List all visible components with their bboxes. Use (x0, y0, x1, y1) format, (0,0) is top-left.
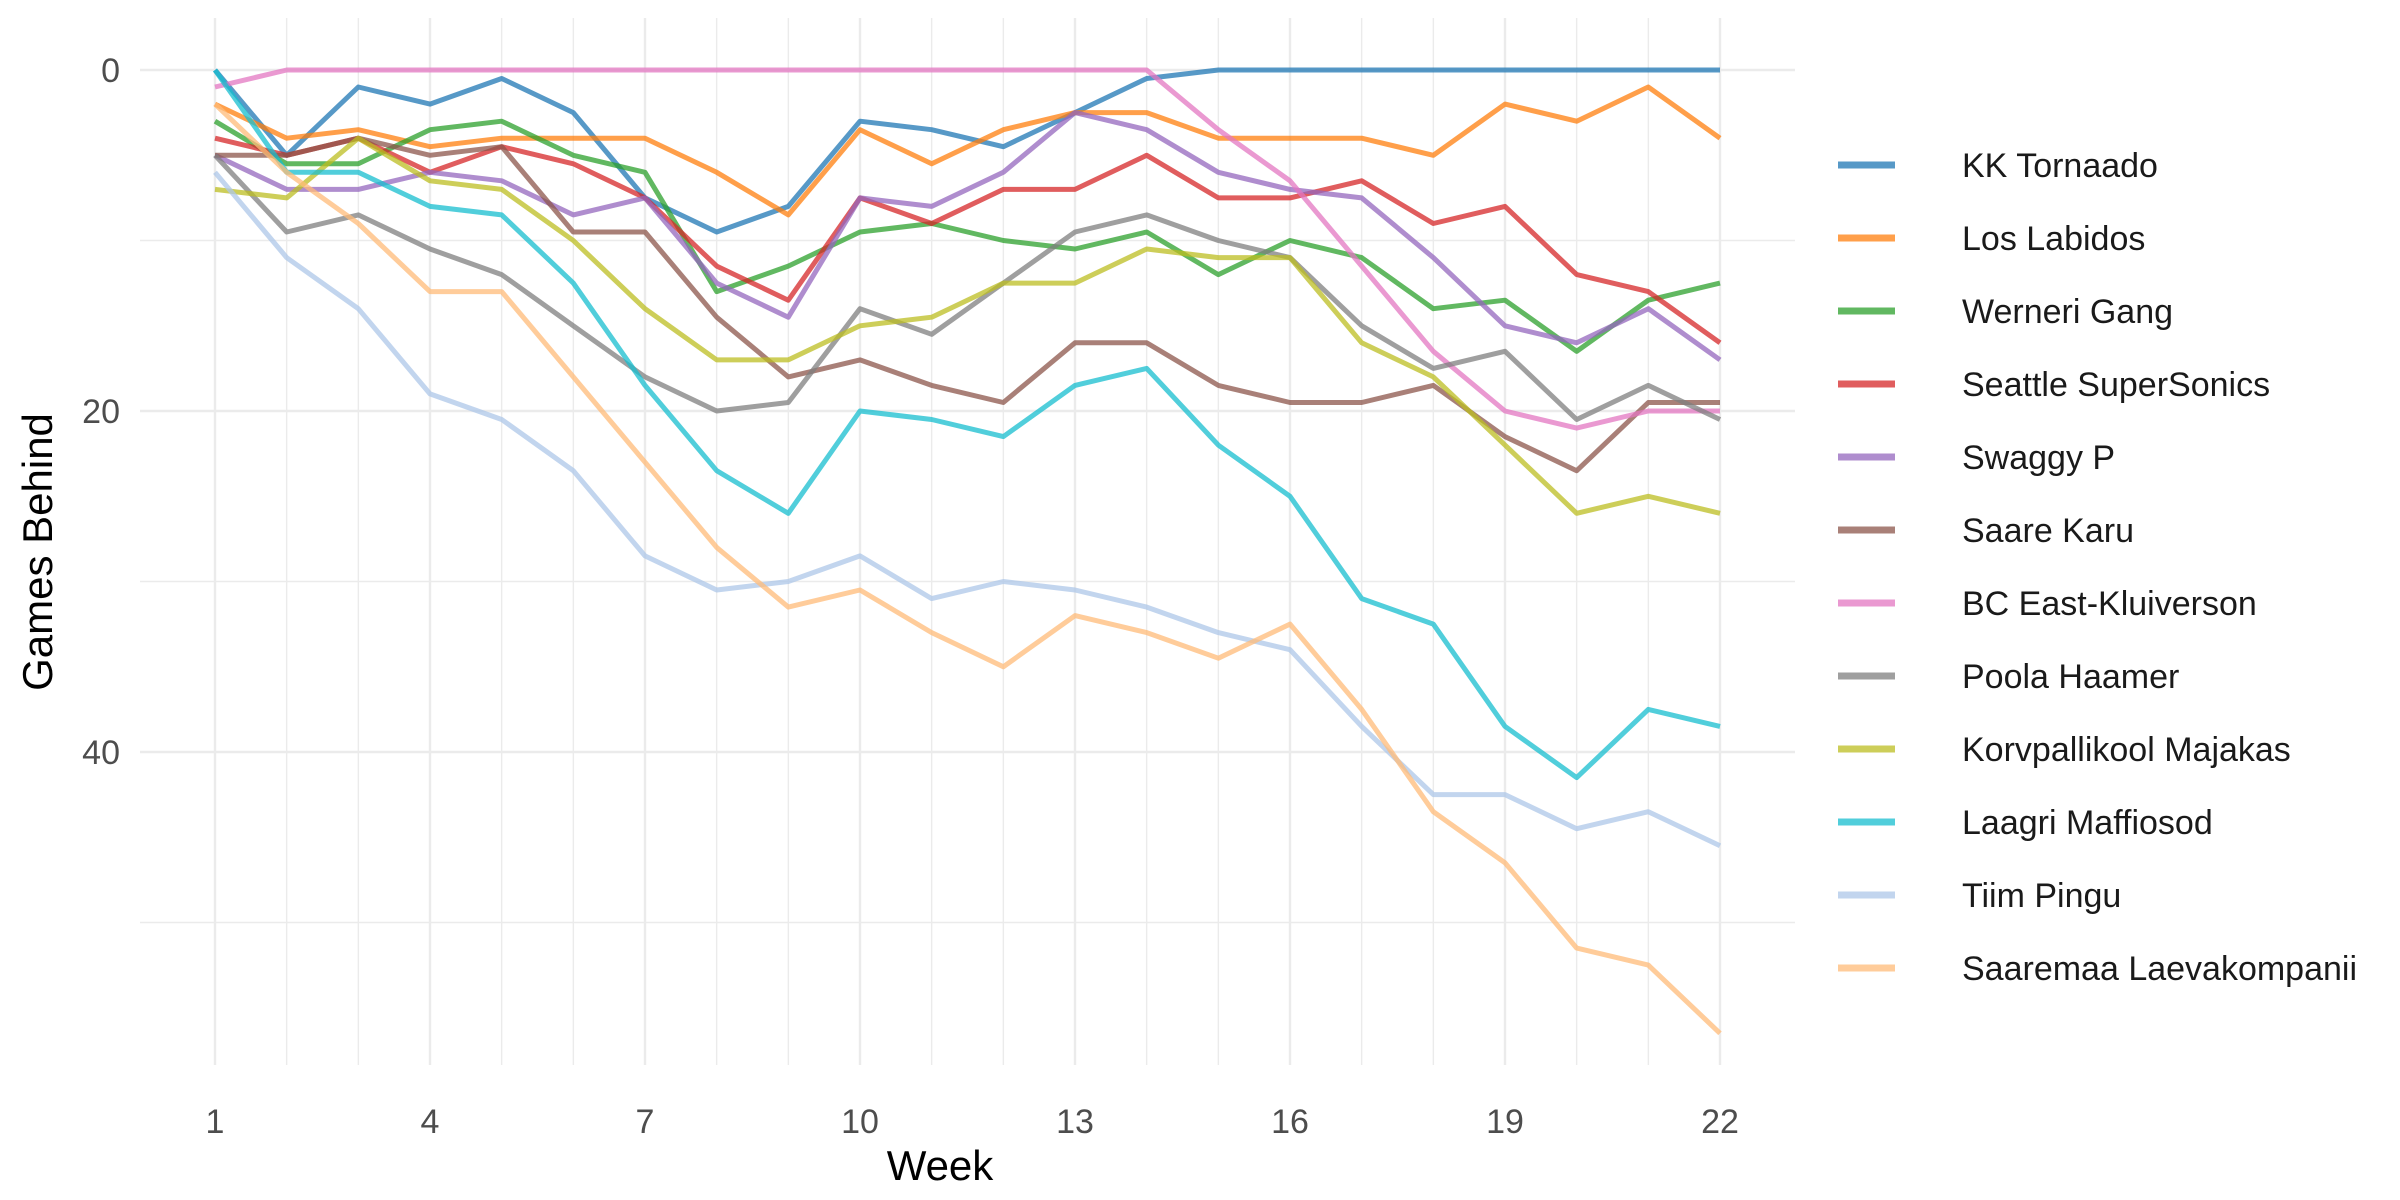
x-axis-ticks: 1 4 7 10 13 16 19 22 (206, 1103, 1739, 1141)
y-axis-title: Games Behind (14, 413, 61, 691)
legend-label: Swaggy P (1962, 439, 2115, 477)
series-line-werneri-gang (213, 118, 1721, 354)
x-tick-label: 4 (421, 1103, 440, 1141)
y-tick-label: 20 (82, 393, 120, 431)
series-lines (212, 67, 1722, 1036)
series-line-los-labidos (213, 84, 1722, 218)
legend-label: Los Labidos (1962, 220, 2145, 258)
legend-label: Seattle SuperSonics (1962, 366, 2270, 404)
x-tick-label: 10 (841, 1103, 879, 1141)
grid (140, 18, 1795, 1065)
series-line-laagri-maffiosod (212, 68, 1721, 781)
x-tick-label: 22 (1701, 1103, 1739, 1141)
legend-label: Saaremaa Laevakompanii (1962, 950, 2357, 988)
series-line-poola-haamer (213, 153, 1722, 422)
series-line-saaremaa-laevakompanii (213, 102, 1722, 1036)
x-axis-title: Week (887, 1142, 995, 1189)
legend-label: Tiim Pingu (1962, 877, 2121, 915)
series-line-kk-tornaado (213, 67, 1720, 235)
y-axis-ticks: 0 20 40 (82, 52, 120, 772)
y-tick-label: 0 (101, 52, 120, 90)
series-line-bc-east-kluiverson (214, 67, 1720, 431)
legend-label: Korvpallikool Majakas (1962, 731, 2291, 769)
legend-label: Werneri Gang (1962, 293, 2173, 331)
series-line-swaggy-p (213, 110, 1722, 362)
x-tick-label: 1 (206, 1103, 225, 1141)
series-line-tiim-pingu (213, 170, 1722, 849)
x-tick-label: 16 (1271, 1103, 1309, 1141)
legend-label: Saare Karu (1962, 512, 2134, 550)
legend-label: KK Tornaado (1962, 147, 2158, 185)
series-line-korvpallikool-majakas (214, 135, 1721, 516)
legend: KK Tornaado Los Labidos Werneri Gang Seattl… (1838, 147, 2357, 988)
x-tick-label: 7 (636, 1103, 655, 1141)
legend-label: Laagri Maffiosod (1962, 804, 2213, 842)
x-tick-label: 13 (1056, 1103, 1094, 1141)
y-tick-label: 40 (82, 734, 120, 772)
legend-label: Poola Haamer (1962, 658, 2179, 696)
legend-label: BC East-Kluiverson (1962, 585, 2257, 623)
series-line-seattle-supersonics (214, 135, 1722, 345)
x-tick-label: 19 (1486, 1103, 1524, 1141)
